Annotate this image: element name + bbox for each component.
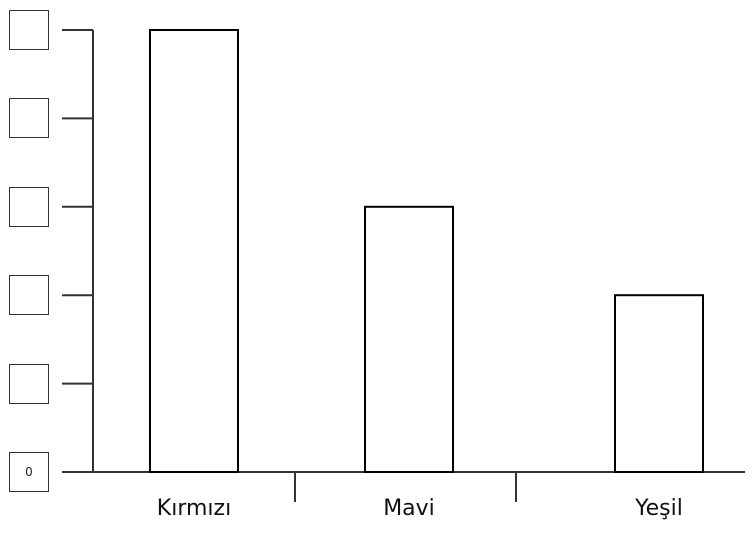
x-tick-label: Yeşil [635, 496, 683, 521]
bar-2 [364, 205, 454, 474]
chart-bars [149, 29, 704, 474]
y-tick-label-box [9, 10, 49, 50]
y-tick-label-box [9, 186, 49, 227]
y-tick-label-box [9, 98, 49, 139]
y-tick-label-box [9, 363, 49, 404]
y-tick-label-box [9, 275, 49, 316]
y-tick-label-box: 0 [9, 452, 49, 492]
x-tick-label: Kırmızı [156, 496, 232, 521]
x-tick-label: Mavi [383, 496, 435, 521]
bar-1 [149, 29, 239, 473]
bar-3 [614, 294, 704, 474]
